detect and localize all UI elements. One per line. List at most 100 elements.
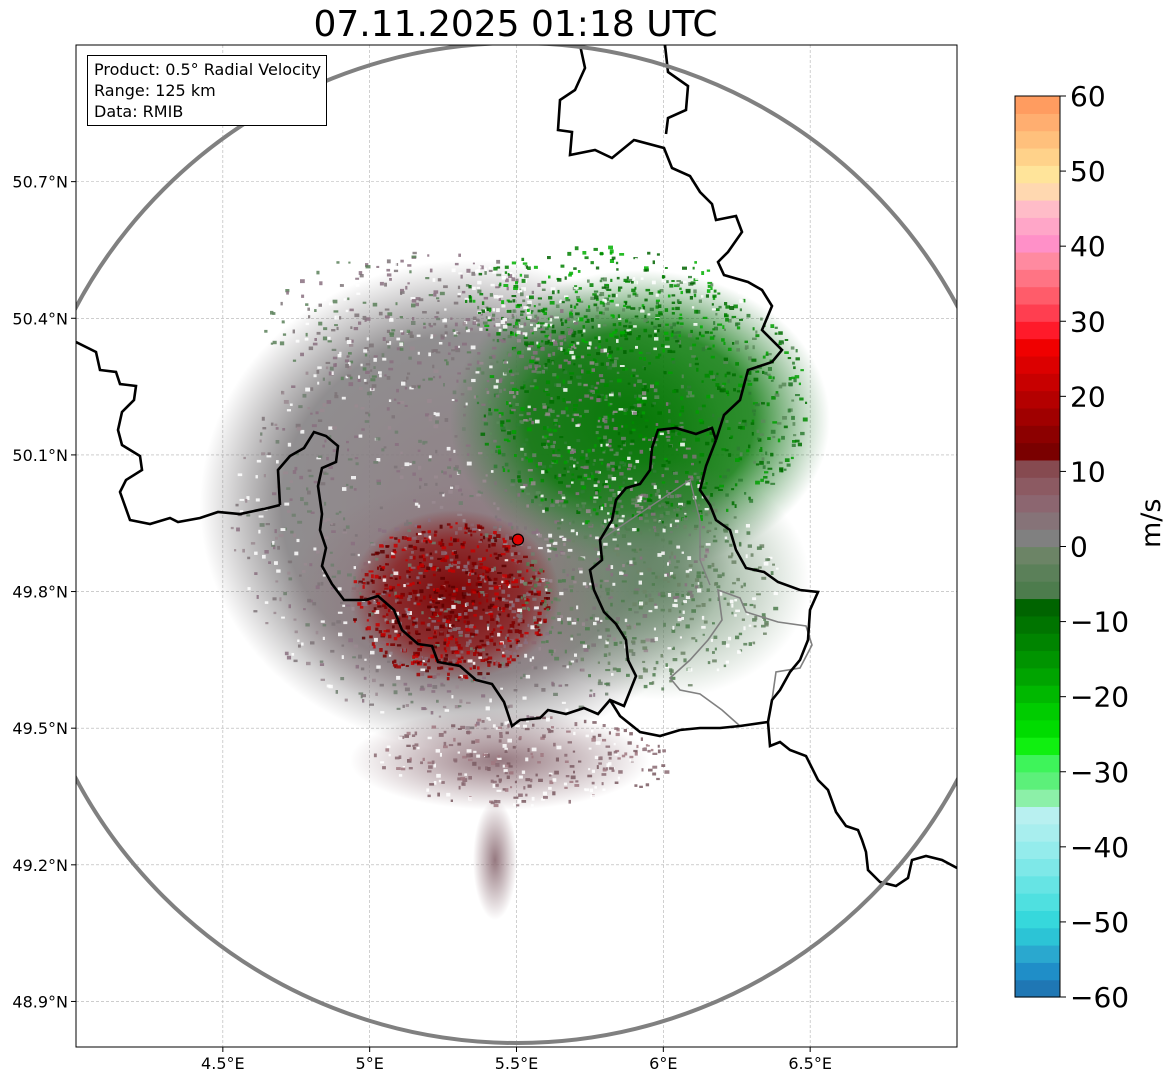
colorbar-segment [1015,286,1060,305]
info-product: Product: 0.5° Radial Velocity [94,60,322,79]
colorbar-segment [1015,737,1060,756]
x-tick-label: 5.5°E [495,1054,539,1073]
colorbar-segment [1015,199,1060,218]
colorbar-segment [1015,217,1060,236]
border-north-east [556,45,784,441]
colorbar-segment [1015,927,1060,946]
colorbar-tick-label: 60 [1070,80,1106,113]
colorbar-segment [1015,251,1060,270]
colorbar-ticks: 60 50 40 30 20 10 0 −10 −20 −30 −40 −50 −60 [1060,80,1129,1014]
colorbar-segment [1015,321,1060,340]
colorbar [1015,96,1060,998]
colorbar-segment [1015,598,1060,617]
border-south [608,699,769,738]
info-box: Product: 0.5° Radial Velocity Range: 125… [87,55,328,126]
map-layer [76,45,957,1047]
colorbar-tick-label: −40 [1070,831,1129,864]
colorbar-segment [1015,113,1060,132]
colorbar-segment [1015,615,1060,634]
colorbar-tick-label: −50 [1070,906,1129,939]
colorbar-segment [1015,511,1060,530]
x-tick-label: 6°E [649,1054,677,1073]
colorbar-segment [1015,373,1060,392]
colorbar-segment [1015,771,1060,790]
y-tick-label: 50.7°N [12,173,68,192]
colorbar-segment [1015,581,1060,600]
colorbar-tick-label: 10 [1070,455,1106,488]
colorbar-segment [1015,841,1060,859]
colorbar-segment [1015,945,1060,963]
colorbar-segment [1015,477,1060,496]
colorbar-tick-label: 50 [1070,155,1106,188]
colorbar-segment [1015,425,1060,444]
radar-echo-field [200,245,830,920]
province-border [599,478,711,586]
colorbar-segment [1015,979,1060,998]
map-title: 07.11.2025 01:18 UTC [313,4,718,45]
colorbar-segment [1015,806,1060,825]
colorbar-segment [1015,650,1060,669]
colorbar-segment [1015,667,1060,686]
colorbar-label: m/s [1136,498,1167,548]
colorbar-segment [1015,685,1060,704]
colorbar-segment [1015,182,1060,201]
colorbar-segment [1015,494,1060,513]
colorbar-segment [1015,789,1060,808]
y-tick-label: 49.8°N [12,583,68,602]
x-tick-label: 5°E [356,1054,384,1073]
colorbar-segment [1015,303,1060,322]
colorbar-segment [1015,823,1060,842]
colorbar-segment [1015,858,1060,877]
colorbar-segment [1015,754,1060,773]
x-tick-label: 4.5°E [201,1054,245,1073]
colorbar-segment [1015,546,1060,565]
colorbar-segment [1015,962,1060,981]
y-tick-label: 50.1°N [12,446,68,465]
colorbar-segment [1015,910,1060,929]
colorbar-segment [1015,563,1060,582]
colorbar-segment [1015,442,1060,461]
radar-range-ring [76,45,957,1045]
colorbar-tick-label: 20 [1070,380,1106,413]
x-axis-ticks: 4.5°E 5°E 5.5°E 6°E 6.5°E [201,1047,832,1073]
echo-southern-tail [473,800,517,920]
colorbar-segment [1015,529,1060,548]
colorbar-segment [1015,893,1060,911]
colorbar-segment [1015,147,1060,166]
radar-site-marker [511,533,525,546]
colorbar-tick-label: 30 [1070,305,1106,338]
y-tick-label: 49.2°N [12,856,68,875]
colorbar-segment [1015,355,1060,374]
colorbar-segment [1015,96,1060,114]
colorbar-tick-label: 40 [1070,230,1106,263]
colorbar-segment [1015,875,1060,894]
y-tick-label: 48.9°N [12,992,68,1011]
border-central [276,426,718,729]
colorbar-segment [1015,130,1060,149]
border-west [76,340,281,526]
border-east [698,439,957,888]
y-axis-ticks: 50.7°N 50.4°N 50.1°N 49.8°N 49.5°N 49.2°N 48.9… [12,173,76,1011]
y-tick-label: 50.4°N [12,309,68,328]
colorbar-segment [1015,338,1060,357]
colorbar-segment [1015,234,1060,253]
x-tick-label: 6.5°E [788,1054,832,1073]
colorbar-segment [1015,702,1060,721]
colorbar-tick-label: −10 [1070,606,1129,639]
colorbar-segment [1015,407,1060,426]
colorbar-segment [1015,633,1060,652]
colorbar-segment [1015,719,1060,738]
colorbar-tick-label: −60 [1070,981,1129,1014]
colorbar-segment [1015,269,1060,288]
colorbar-tick-label: −30 [1070,756,1129,789]
colorbar-tick-label: −20 [1070,681,1129,714]
y-tick-label: 49.5°N [12,719,68,738]
colorbar-tick-label: 0 [1070,531,1088,564]
info-range: Range: 125 km [94,81,216,100]
colorbar-segment [1015,390,1060,409]
info-source: Data: RMIB [94,102,184,121]
colorbar-segment [1015,165,1060,184]
echo-speckle [230,245,808,808]
